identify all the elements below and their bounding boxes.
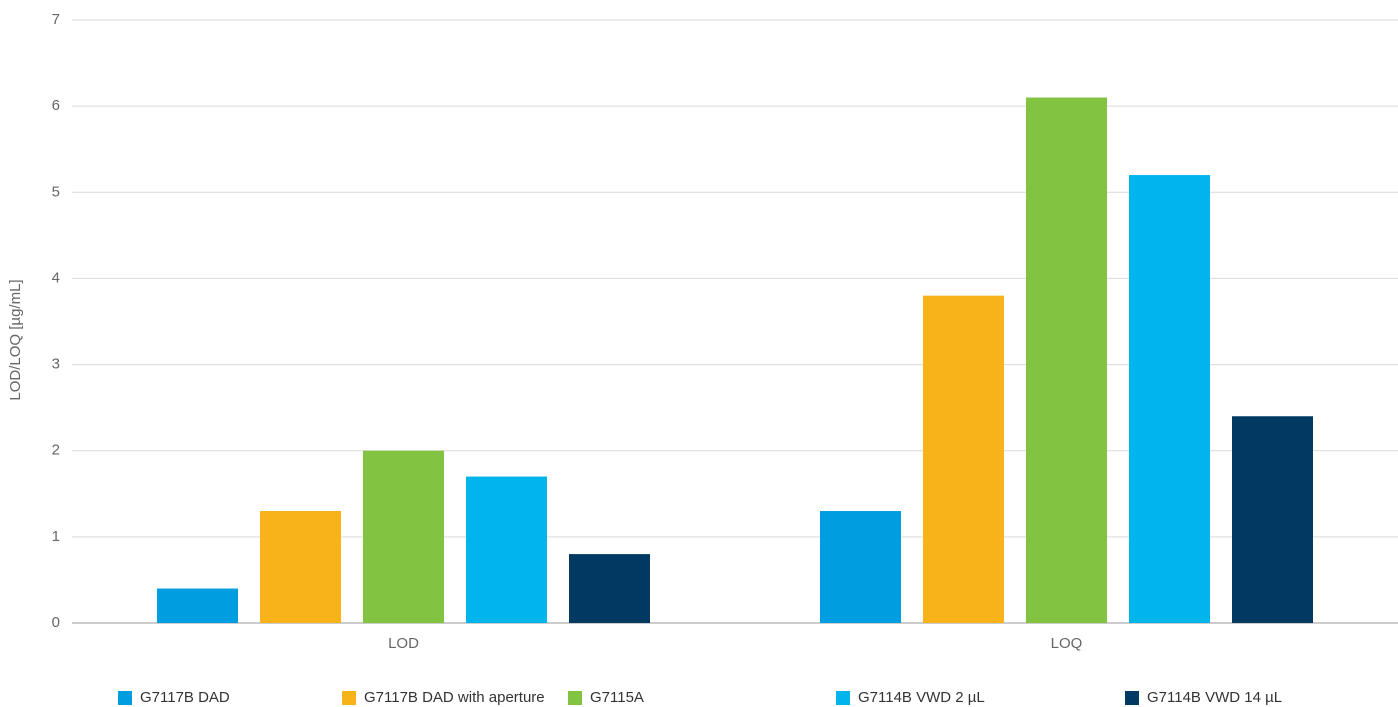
legend-label: G7115A <box>590 689 644 706</box>
bar <box>1129 175 1210 624</box>
y-axis-label: LOD/LOQ [µg/mL] <box>7 279 24 400</box>
y-tick-label: 6 <box>52 97 60 114</box>
legend-swatch <box>342 691 356 705</box>
legend-swatch <box>118 691 132 705</box>
legend-label: G7114B VWD 14 µL <box>1147 689 1282 706</box>
legend-swatch <box>568 691 582 705</box>
legend-label: G7114B VWD 2 µL <box>858 689 985 706</box>
bar <box>157 588 238 623</box>
bar <box>923 295 1004 623</box>
legend-swatch <box>836 691 850 705</box>
legend-label: G7117B DAD with aperture <box>364 689 545 706</box>
bar <box>466 476 547 623</box>
y-tick-label: 7 <box>52 11 60 28</box>
bar <box>820 511 901 623</box>
x-tick-label: LOQ <box>1051 635 1083 652</box>
bar <box>1026 97 1107 624</box>
y-tick-label: 0 <box>52 614 60 631</box>
bar <box>363 450 444 623</box>
x-tick-label: LOD <box>388 635 419 652</box>
legend-label: G7117B DAD <box>140 689 230 706</box>
y-tick-label: 4 <box>52 269 60 286</box>
legend-swatch <box>1125 691 1139 705</box>
bar <box>260 511 341 623</box>
bar <box>569 554 650 623</box>
y-tick-label: 5 <box>52 183 60 200</box>
y-tick-label: 3 <box>52 356 60 373</box>
y-tick-label: 1 <box>52 528 60 545</box>
y-tick-label: 2 <box>52 442 60 459</box>
bar <box>1232 416 1313 623</box>
